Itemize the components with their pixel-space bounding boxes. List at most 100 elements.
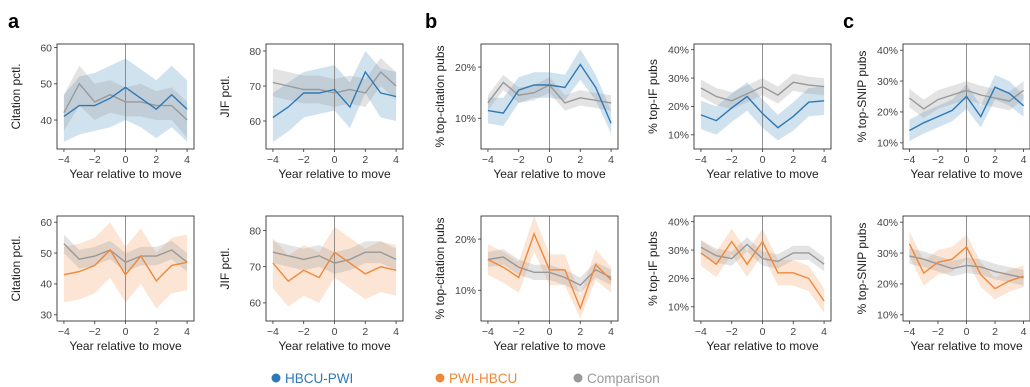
y-tick-label: 20% (668, 101, 689, 113)
x-tick-label: 0 (760, 326, 766, 338)
x-tick-label: 4 (393, 326, 399, 338)
x-tick-label: 0 (123, 326, 129, 338)
x-tick-label: 0 (964, 154, 970, 166)
y-tick-label: 50 (40, 79, 52, 91)
y-tick-label: 50 (40, 248, 52, 260)
y-tick-label: 20% (877, 279, 898, 291)
legend-label: HBCU-PWI (285, 371, 353, 386)
x-axis-label: Year relative to move (69, 339, 182, 353)
x-tick-label: −2 (89, 154, 101, 166)
y-axis-label: Citation pctl. (9, 235, 23, 301)
x-tick-label: 4 (1021, 154, 1027, 166)
x-tick-label: −2 (513, 326, 525, 338)
x-tick-label: 4 (821, 326, 827, 338)
series-line-comparison (272, 251, 397, 264)
x-axis-label: Year relative to move (493, 167, 606, 181)
series-line-hbcu-pwi (700, 95, 825, 129)
x-axis-label: Year relative to move (278, 167, 391, 181)
y-tick-label: 10% (455, 285, 476, 297)
x-tick-label: 0 (964, 326, 970, 338)
y-tick-label: 60 (249, 298, 261, 310)
x-tick-label: −2 (89, 326, 101, 338)
x-tick-label: 0 (332, 154, 338, 166)
y-tick-label: 60 (40, 42, 52, 54)
x-tick-label: 0 (547, 326, 553, 338)
x-tick-label: 2 (153, 154, 159, 166)
x-tick-label: 2 (992, 326, 998, 338)
x-tick-label: 2 (362, 154, 368, 166)
x-tick-label: 2 (362, 326, 368, 338)
x-tick-label: −4 (267, 154, 279, 166)
legend-dot (573, 373, 583, 383)
y-tick-label: 10% (877, 138, 898, 150)
y-tick-label: 60 (40, 217, 52, 229)
series-line-hbcu-pwi (272, 70, 397, 119)
y-tick-label: 40 (40, 115, 52, 127)
x-tick-label: −4 (482, 154, 494, 166)
y-tick-label: 30% (877, 248, 898, 260)
x-tick-label: 2 (992, 154, 998, 166)
y-tick-label: 10% (455, 113, 476, 125)
series-line-comparison (487, 256, 612, 286)
x-axis-label: Year relative to move (706, 167, 819, 181)
series-line-pwi-hbcu (487, 231, 612, 311)
y-axis-label: % top-citation pubs (433, 217, 447, 319)
y-tick-label: 80 (249, 225, 261, 237)
x-tick-label: 4 (184, 154, 190, 166)
series-line-comparison (700, 81, 825, 102)
x-tick-label: −2 (726, 326, 738, 338)
y-tick-label: 70 (249, 81, 261, 93)
x-tick-label: −2 (513, 154, 525, 166)
panel-label-a: a (8, 11, 20, 33)
x-axis-label: Year relative to move (278, 339, 391, 353)
series-line-pwi-hbcu (700, 240, 825, 302)
x-tick-label: 2 (790, 326, 796, 338)
series-line-comparison (63, 243, 188, 264)
y-tick-label: 80 (249, 46, 261, 58)
legend-dot (271, 373, 281, 383)
y-tick-label: 30% (668, 73, 689, 85)
x-tick-label: −2 (932, 154, 944, 166)
y-axis-label: % top-IF pubs (646, 231, 660, 306)
series-line-comparison (63, 82, 188, 121)
x-tick-label: 0 (547, 154, 553, 166)
x-tick-label: 0 (760, 154, 766, 166)
y-tick-label: 40% (877, 45, 898, 57)
y-axis-label: % top-SNIP pubs (855, 51, 869, 143)
x-tick-label: −4 (482, 326, 494, 338)
legend: HBCU-PWI PWI-HBCU Comparison (271, 371, 660, 386)
x-tick-label: 2 (153, 326, 159, 338)
series-line-pwi-hbcu (63, 248, 188, 283)
y-tick-label: 10% (877, 310, 898, 322)
x-tick-label: 4 (184, 326, 190, 338)
x-tick-label: 2 (790, 154, 796, 166)
x-axis-label: Year relative to move (910, 167, 1023, 181)
y-axis-label: JIF pctl. (218, 247, 232, 289)
y-tick-label: 40% (668, 44, 689, 56)
panel-label-b: b (425, 11, 437, 33)
legend-item-comparison: Comparison (573, 371, 660, 386)
y-tick-label: 20% (455, 234, 476, 246)
series-line-hbcu-pwi (909, 86, 1025, 132)
x-tick-label: 0 (332, 326, 338, 338)
y-axis-label: % top-citation pubs (433, 45, 447, 147)
x-tick-label: 4 (1021, 326, 1027, 338)
legend-dot (435, 373, 445, 383)
y-tick-label: 20% (877, 107, 898, 119)
legend-label: Comparison (587, 371, 660, 386)
x-axis-label: Year relative to move (69, 167, 182, 181)
y-tick-label: 70 (249, 261, 261, 273)
y-tick-label: 60 (249, 116, 261, 128)
x-tick-label: −4 (58, 326, 70, 338)
x-tick-label: −2 (726, 154, 738, 166)
series-line-comparison (908, 89, 1025, 110)
x-tick-label: −4 (903, 154, 915, 166)
x-tick-label: −4 (695, 326, 707, 338)
x-tick-label: 4 (821, 154, 827, 166)
